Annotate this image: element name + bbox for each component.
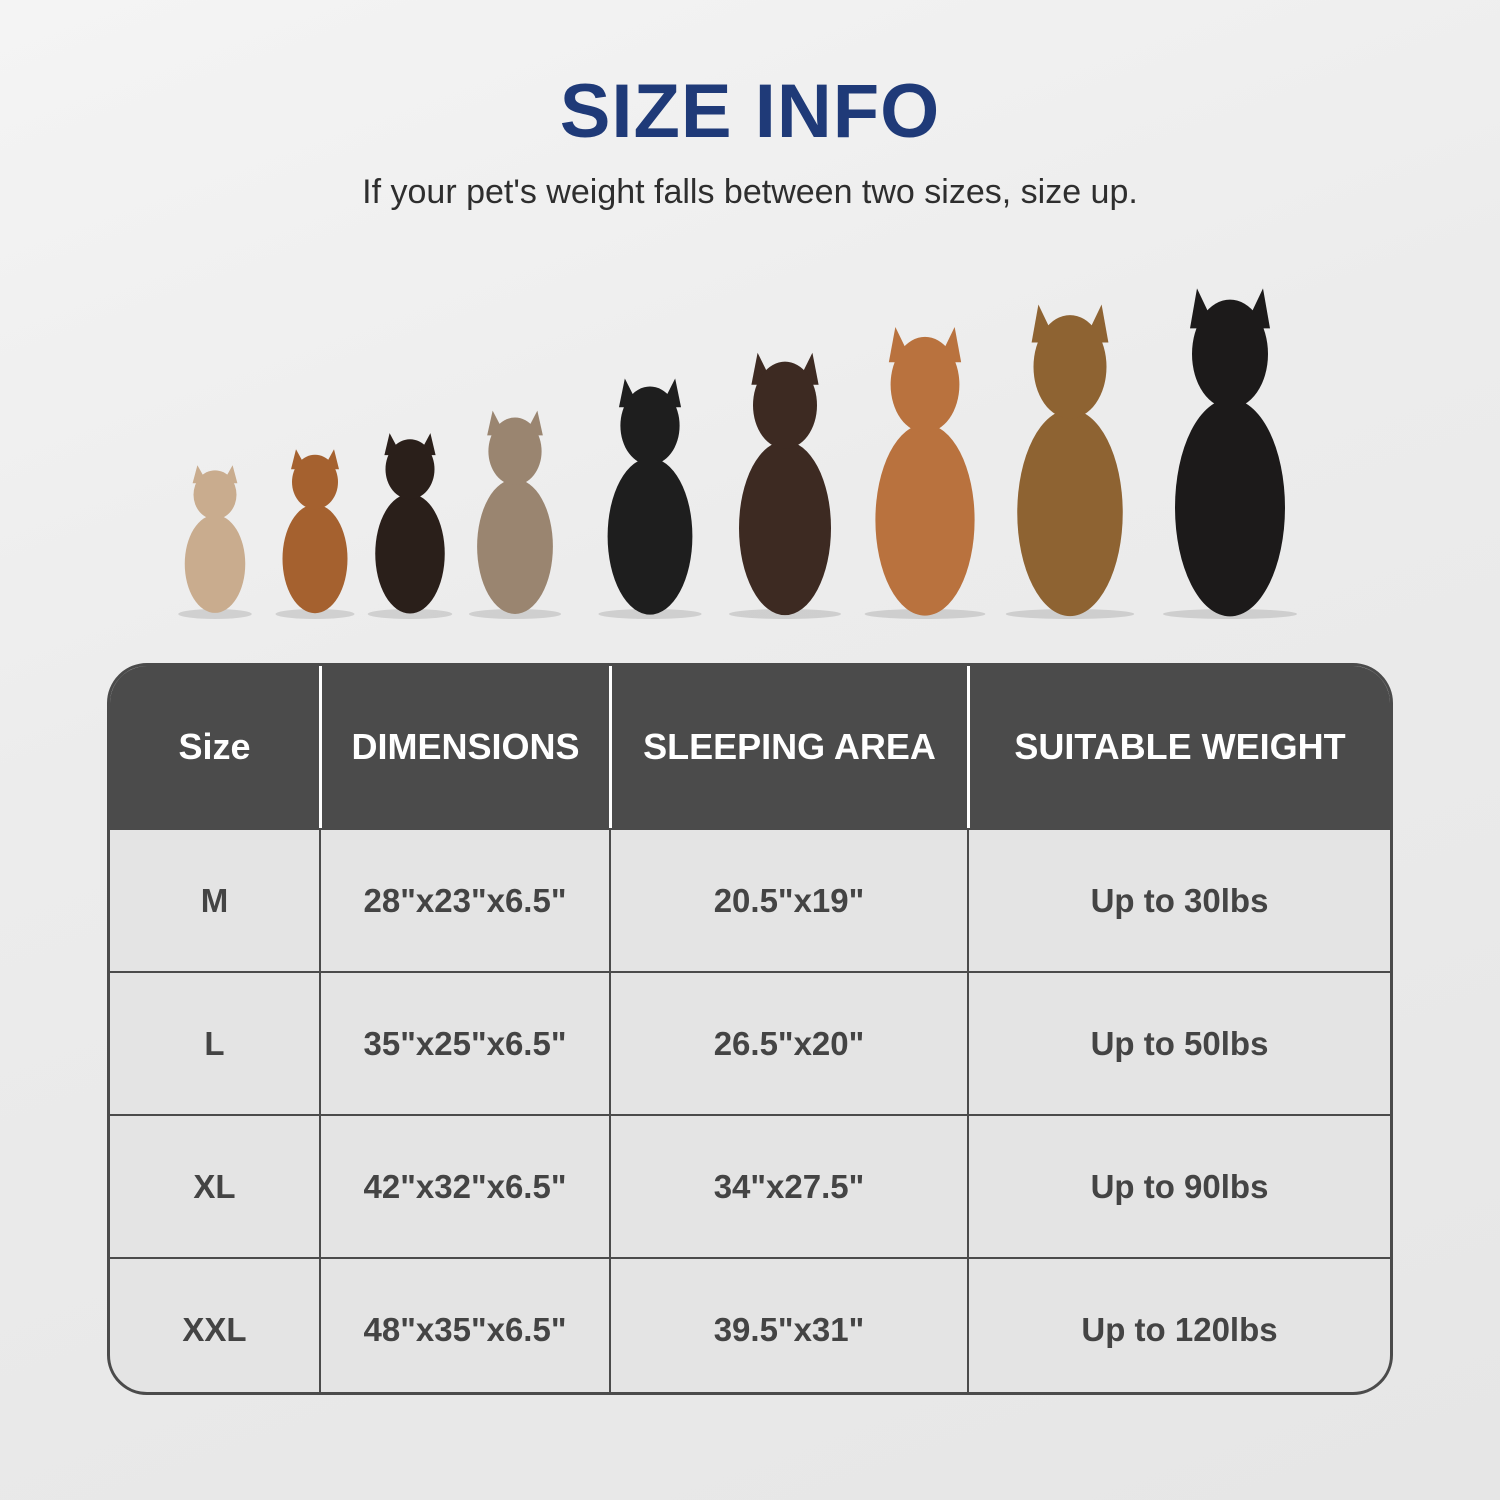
sleeping-area-cell: 39.5"x31": [609, 1259, 967, 1392]
sleeping-area-cell: 26.5"x20": [609, 973, 967, 1114]
dog-figure: [1163, 288, 1297, 619]
page-title: SIZE INFO: [559, 69, 941, 154]
table-header-row: Size DIMENSIONS SLEEPING AREA SUITABLE W…: [110, 666, 1390, 828]
dog-figure: [178, 465, 252, 619]
table-row: XL 42"x32"x6.5" 34"x27.5" Up to 90lbs: [110, 1114, 1390, 1257]
dog-figure: [729, 352, 841, 619]
header-dimensions: DIMENSIONS: [319, 666, 609, 828]
dog-figure: [1005, 304, 1135, 619]
dimensions-cell: 35"x25"x6.5": [319, 973, 609, 1114]
header-sleeping-area: SLEEPING AREA: [609, 666, 967, 828]
dimensions-cell: 28"x23"x6.5": [319, 830, 609, 971]
dog-figure: [468, 410, 562, 619]
dog-figure: [598, 378, 702, 619]
subtitle: If your pet's weight falls between two s…: [362, 173, 1138, 211]
dimensions-cell: 42"x32"x6.5": [319, 1116, 609, 1257]
dog-figure: [367, 433, 453, 619]
weight-cell: Up to 90lbs: [967, 1116, 1390, 1257]
dog-figure: [275, 449, 355, 619]
size-cell: M: [200, 881, 229, 919]
table-row: M 28"x23"x6.5" 20.5"x19" Up to 30lbs: [110, 828, 1390, 971]
dimensions-cell: 48"x35"x6.5": [319, 1259, 609, 1392]
header-suitable-weight: SUITABLE WEIGHT: [967, 666, 1390, 828]
header-size: Size: [178, 726, 251, 767]
table-row: L 35"x25"x6.5" 26.5"x20" Up to 50lbs: [110, 971, 1390, 1114]
weight-cell: Up to 30lbs: [967, 830, 1390, 971]
size-table: Size DIMENSIONS SLEEPING AREA SUITABLE W…: [107, 663, 1393, 1395]
dog-figure: [864, 326, 986, 619]
size-cell: XXL: [182, 1310, 247, 1348]
table-row: XXL 48"x35"x6.5" 39.5"x31" Up to 120lbs: [110, 1257, 1390, 1392]
weight-cell: Up to 50lbs: [967, 973, 1390, 1114]
sleeping-area-cell: 34"x27.5": [609, 1116, 967, 1257]
dogs-lineup-image: [178, 288, 1297, 619]
size-cell: XL: [193, 1167, 236, 1205]
weight-cell: Up to 120lbs: [967, 1259, 1390, 1392]
size-cell: L: [204, 1024, 225, 1062]
sleeping-area-cell: 20.5"x19": [609, 830, 967, 971]
